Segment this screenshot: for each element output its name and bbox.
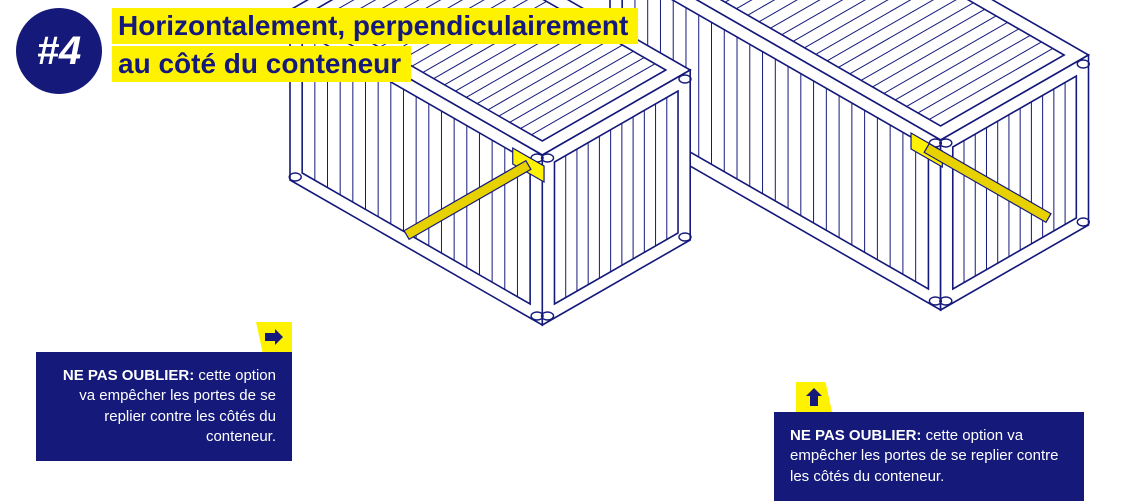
- step-number-badge: #4: [16, 8, 102, 94]
- reminder-note-right: NE PAS OUBLIER: cette option va empêcher…: [774, 412, 1084, 501]
- note-bold: NE PAS OUBLIER:: [790, 427, 921, 444]
- arrow-up-icon: [806, 388, 822, 406]
- title-line-2: au côté du conteneur: [112, 46, 411, 82]
- note-bold: NE PAS OUBLIER:: [63, 367, 194, 384]
- title-line-1: Horizontalement, perpendiculairement: [112, 8, 638, 44]
- step-number: #4: [37, 29, 82, 74]
- reminder-note-left: NE PAS OUBLIER: cette option va empêcher…: [36, 352, 292, 461]
- arrow-right-icon: [265, 329, 283, 345]
